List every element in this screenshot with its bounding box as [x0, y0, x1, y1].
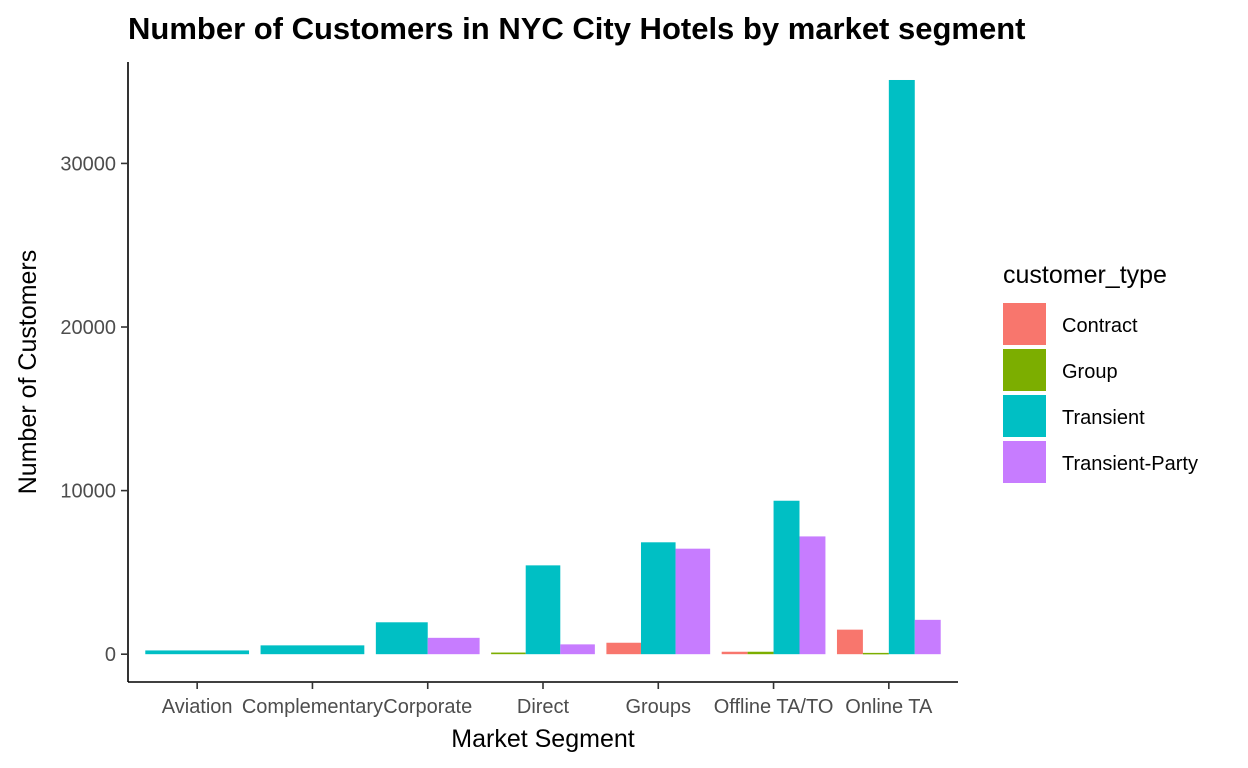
legend-key-transient-party	[1003, 441, 1046, 483]
bar-transient-3	[375, 622, 428, 655]
x-axis-ticks: Aviation Complementary Corporate Direct Grou…	[162, 682, 933, 718]
x-tick-label: Corporate	[383, 696, 472, 718]
x-axis-title: Market Segment	[451, 725, 634, 753]
bar-transient-2	[260, 645, 365, 655]
legend-label-contract: Contract	[1062, 315, 1138, 337]
legend-title: customer_type	[1003, 261, 1167, 289]
bar-transient-7	[888, 79, 915, 655]
y-tick-label: 30000	[60, 153, 116, 175]
x-tick-label: Aviation	[162, 696, 233, 718]
legend-label-group: Group	[1062, 361, 1118, 383]
y-tick-label: 10000	[60, 481, 116, 503]
bar-transient-5	[640, 542, 676, 655]
legend: Contract Group Transient Transient-Party	[1003, 303, 1198, 483]
bar-transient-1	[145, 650, 250, 655]
bar-group-4	[491, 652, 526, 655]
x-tick-label: Online TA	[845, 696, 933, 718]
y-tick-label: 0	[105, 644, 116, 666]
legend-label-transient-party: Transient-Party	[1062, 453, 1198, 475]
bar-transient-4	[525, 565, 561, 655]
bar-transient-party-6	[799, 536, 826, 655]
bar-transient-6	[773, 500, 800, 655]
chart-title: Number of Customers in NYC City Hotels b…	[128, 11, 1025, 46]
x-tick-label: Groups	[625, 696, 691, 718]
bar-contract-7	[836, 629, 863, 655]
bar-group-7	[862, 652, 889, 655]
y-tick-label: 20000	[60, 317, 116, 339]
bars-layer	[145, 79, 941, 655]
bar-transient-party-5	[675, 548, 711, 655]
legend-key-group	[1003, 349, 1046, 391]
bar-group-6	[747, 651, 774, 655]
bar-contract-6	[721, 651, 748, 655]
x-tick-label: Direct	[517, 696, 570, 718]
legend-key-transient	[1003, 395, 1046, 437]
x-tick-label: Complementary	[242, 696, 383, 718]
legend-key-contract	[1003, 303, 1046, 345]
bar-transient-party-4	[560, 644, 595, 655]
legend-label-transient: Transient	[1062, 407, 1145, 429]
y-axis-title: Number of Customers	[14, 250, 42, 495]
bar-contract-5	[606, 642, 641, 655]
bar-transient-party-3	[427, 637, 480, 655]
x-tick-label: Offline TA/TO	[714, 696, 834, 718]
y-axis-ticks: 0 10000 20000 30000	[60, 153, 128, 666]
bar-transient-party-7	[914, 619, 941, 655]
